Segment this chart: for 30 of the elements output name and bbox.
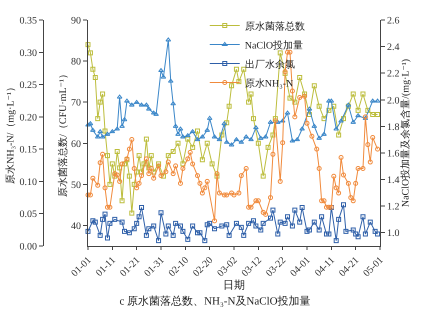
y3-tick-label: 0.35 <box>20 16 37 26</box>
y2-tick-label: 2.4 <box>387 42 400 54</box>
text: c 原水菌落总数、NH₃-N及NaClO投加量 <box>119 294 311 308</box>
y3-tick-label: 0.30 <box>20 48 37 59</box>
y3-tick-label: 0.20 <box>20 112 37 124</box>
legend-label: 原水菌落总数 <box>244 20 305 32</box>
y2-tick-label: 2.6 <box>387 16 400 26</box>
y3-tick-label: 0.25 <box>20 80 37 92</box>
y2-axis-title: NaClO投加量及余氯含量/(mg·L⁻¹) <box>400 58 412 208</box>
y-tick-label: 50 <box>71 180 81 191</box>
y3-axis-title: 原水NH₃-N/（mg·L⁻¹） <box>4 82 16 184</box>
y3-tick-label: 0.05 <box>20 209 37 220</box>
y2-tick-label: 1.8 <box>387 122 400 133</box>
y-axis-title: 原水菌落总数/（CFU·mL⁻¹） <box>57 69 69 197</box>
y2-tick-label: 1.0 <box>387 228 400 240</box>
y-tick-label: 90 <box>71 16 81 26</box>
y2-tick-label: 1.6 <box>387 148 400 160</box>
y3-tick-label: 0.00 <box>20 242 37 252</box>
y3-tick-label: 0.10 <box>20 176 37 188</box>
y2-tick-label: 1.4 <box>387 175 400 186</box>
y2-tick-label: 2.0 <box>387 95 400 106</box>
y-tick-label: 60 <box>71 138 81 150</box>
y-tick-label: 70 <box>71 98 81 109</box>
x-axis-title: 日期 <box>223 279 245 292</box>
y2-tick-label: 2.2 <box>387 68 400 80</box>
y-tick-label: 40 <box>71 220 81 232</box>
y2-tick-label: 1.2 <box>387 202 400 213</box>
y-tick-label: 80 <box>71 56 81 68</box>
y3-tick-label: 0.15 <box>20 144 37 156</box>
legend-label: NaClO投加量 <box>244 39 304 52</box>
